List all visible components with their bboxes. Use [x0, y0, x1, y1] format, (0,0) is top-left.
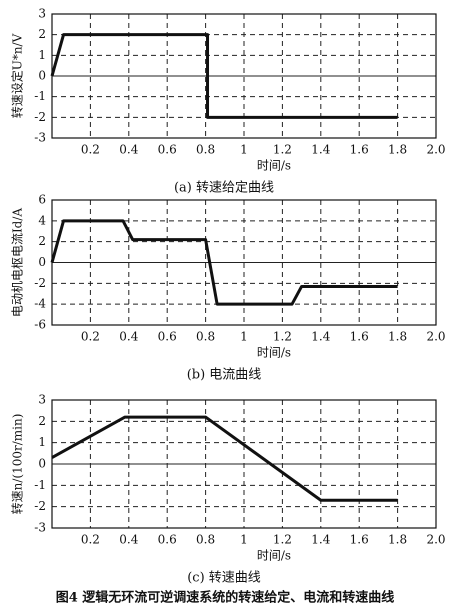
figure-caption: 图4 逻辑无环流可逆调速系统的转速给定、电流和转速曲线	[56, 590, 395, 606]
x-tick-label: 1.8	[388, 533, 407, 547]
x-tick-label: 1.6	[350, 533, 369, 547]
x-tick-label: 2.0	[426, 533, 445, 547]
x-axis-label: 时间/s	[257, 159, 291, 173]
x-tick-label: 0.6	[158, 533, 177, 547]
y-tick-label: 2	[38, 414, 46, 428]
data-line	[50, 219, 398, 306]
chart-caption: (b) 电流曲线	[187, 368, 262, 383]
x-tick-label: 0.6	[158, 143, 177, 157]
x-tick-label: 1.6	[350, 330, 369, 344]
x-tick-label: 1.4	[311, 330, 330, 344]
y-tick-label: 3	[38, 393, 46, 407]
y-tick-label: -1	[34, 89, 46, 103]
y-tick-label: -2	[34, 110, 46, 124]
y-tick-label: 0	[38, 457, 46, 471]
x-tick-label: 2.0	[426, 330, 445, 344]
chart-caption: (a) 转速给定曲线	[174, 181, 274, 196]
y-axis-label: 转速设定U*n/V	[10, 33, 25, 118]
y-tick-label: 2	[38, 234, 46, 248]
x-tick-label: 0.4	[119, 330, 138, 344]
y-tick-label: 1	[38, 48, 46, 62]
x-tick-label: 1.2	[273, 330, 292, 344]
x-tick-label: 1.8	[388, 330, 407, 344]
y-tick-label: -2	[34, 499, 46, 513]
y-tick-label: 0	[38, 69, 46, 83]
x-tick-label: 0.4	[119, 533, 138, 547]
y-axis-label: 电动机电枢电流Id/A	[10, 208, 25, 317]
x-tick-label: 1.4	[311, 533, 330, 547]
x-tick-label: 1	[240, 330, 248, 344]
x-tick-label: 1.4	[311, 143, 330, 157]
y-tick-label: 0	[38, 255, 46, 269]
plot-frame	[51, 399, 437, 529]
x-tick-label: 0.2	[81, 330, 100, 344]
x-tick-label: 0.2	[81, 143, 100, 157]
x-tick-label: 1.2	[273, 143, 292, 157]
x-tick-label: 0.2	[81, 533, 100, 547]
x-tick-label: 0.8	[196, 330, 215, 344]
x-tick-label: 1.8	[388, 143, 407, 157]
y-tick-label: 6	[38, 193, 46, 207]
chart-caption: (c) 转速曲线	[187, 571, 261, 586]
x-axis-label: 时间/s	[257, 346, 291, 360]
x-tick-label: 2.0	[426, 143, 445, 157]
x-axis-label: 时间/s	[257, 549, 291, 563]
y-tick-label: -3	[34, 131, 46, 145]
data-line	[51, 415, 398, 502]
x-tick-label: 0.4	[119, 143, 138, 157]
y-tick-label: -4	[34, 297, 46, 311]
x-tick-label: 0.8	[196, 533, 215, 547]
x-tick-label: 1	[240, 533, 248, 547]
x-tick-label: 1	[240, 143, 248, 157]
y-tick-label: 1	[38, 435, 46, 449]
y-tick-label: -6	[34, 318, 46, 332]
y-tick-label: 2	[38, 27, 46, 41]
y-tick-label: 3	[38, 7, 46, 21]
x-tick-label: 1.6	[350, 143, 369, 157]
data-line	[50, 33, 398, 119]
y-tick-label: -1	[34, 478, 46, 492]
y-tick-label: 4	[38, 213, 46, 227]
x-tick-label: 1.2	[273, 533, 292, 547]
y-axis-label: 转速n/(100r/min)	[10, 414, 25, 515]
y-tick-label: -2	[34, 276, 46, 290]
x-tick-label: 0.6	[158, 330, 177, 344]
y-tick-label: -3	[34, 521, 46, 535]
x-tick-label: 0.8	[196, 143, 215, 157]
